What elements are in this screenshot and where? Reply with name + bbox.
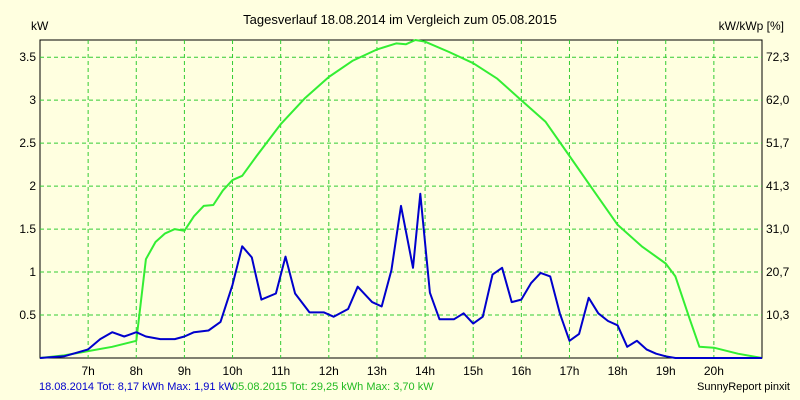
series-lines bbox=[39, 39, 763, 359]
y-axis-label-right: kW/kWp [%] bbox=[719, 19, 784, 33]
x-tick-label: 15h bbox=[463, 364, 483, 378]
chart-title: Tagesverlauf 18.08.2014 im Vergleich zum… bbox=[243, 12, 557, 27]
x-tick-label: 19h bbox=[656, 364, 676, 378]
y2-tick-label: 62,0 bbox=[766, 93, 790, 107]
x-tick-label: 13h bbox=[367, 364, 387, 378]
y-tick-label: 1.5 bbox=[19, 222, 36, 236]
y2-tick-label: 41,3 bbox=[766, 179, 790, 193]
x-tick-label: 8h bbox=[130, 364, 143, 378]
y-tick-label: 1 bbox=[29, 265, 36, 279]
footer-brand: SunnyReport pinxit bbox=[697, 381, 790, 393]
y2-tick-label: 51,7 bbox=[766, 136, 790, 150]
x-tick-label: 20h bbox=[704, 364, 724, 378]
y2-tick-label: 10,3 bbox=[766, 308, 790, 322]
x-tick-label: 16h bbox=[511, 364, 531, 378]
y-tick-label: 3.5 bbox=[19, 50, 36, 64]
y2-tick-label: 20,7 bbox=[766, 265, 790, 279]
y-tick-label: 2 bbox=[29, 179, 36, 193]
x-tick-label: 17h bbox=[559, 364, 579, 378]
x-tick-label: 14h bbox=[415, 364, 435, 378]
y-tick-label: 2.5 bbox=[19, 136, 36, 150]
y-axis-left: 0.5 1 1.5 2 2.5 3 3.5 bbox=[19, 50, 36, 322]
x-axis: 7h 8h 9h 10h 11h 12h 13h 14h 15h 16h 17h 18h 19h 20h bbox=[81, 364, 723, 378]
legend-2015: 05.08.2015 Tot: 29,25 kWh Max: 3,70 kW bbox=[232, 381, 434, 393]
x-tick-label: 9h bbox=[178, 364, 191, 378]
plot-area bbox=[39, 39, 763, 359]
y2-tick-label: 72,3 bbox=[766, 50, 790, 64]
y2-tick-label: 31,0 bbox=[766, 222, 790, 236]
x-tick-label: 7h bbox=[81, 364, 94, 378]
y-tick-label: 3 bbox=[29, 93, 36, 107]
legend-2014: 18.08.2014 Tot: 8,17 kWh Max: 1,91 kW bbox=[39, 381, 235, 393]
y-axis-right: 10,3 20,7 31,0 41,3 51,7 62,0 72,3 bbox=[766, 50, 790, 322]
x-tick-label: 18h bbox=[608, 364, 628, 378]
series-line-18.08.2014 bbox=[39, 192, 762, 359]
x-tick-label: 11h bbox=[271, 364, 290, 378]
series-line-05.08.2015 bbox=[39, 39, 763, 359]
y-tick-label: 0.5 bbox=[19, 308, 36, 322]
x-tick-label: 12h bbox=[319, 364, 339, 378]
grid bbox=[40, 40, 762, 358]
y-axis-label-left: kW bbox=[31, 19, 49, 33]
x-tick-label: 10h bbox=[223, 364, 243, 378]
